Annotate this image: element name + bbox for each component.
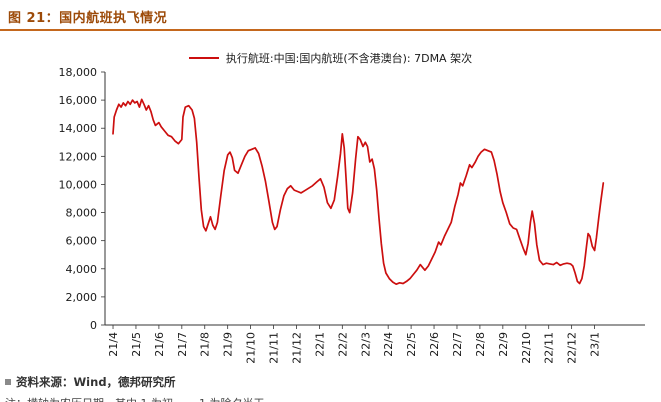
x-axis-label: 21/6 (153, 332, 166, 357)
x-axis-label: 21/9 (222, 332, 235, 357)
x-axis-label: 22/10 (520, 332, 533, 364)
y-axis-label: 6,000 (66, 235, 98, 248)
source-bullet-icon (5, 379, 11, 385)
x-axis-label: 22/3 (359, 332, 372, 357)
x-axis-label: 21/4 (107, 332, 120, 357)
x-axis-label: 22/4 (382, 332, 395, 357)
x-axis-label: 22/5 (405, 332, 418, 357)
x-axis-label: 22/7 (451, 332, 464, 357)
footnote: 注：横轴为农历日期，其中 1 为初一，-1 为除夕当天 (5, 395, 264, 402)
series-line (112, 98, 605, 286)
x-axis-label: 21/7 (176, 332, 189, 357)
flight-line-chart: 0 2,000 4,000 6,000 8,000 10,000 12,000 14,000 1… (59, 66, 645, 364)
y-axis-label: 0 (90, 319, 97, 332)
x-axis-label: 22/2 (336, 332, 349, 357)
y-axis-label: 12,000 (59, 150, 98, 163)
x-axis-label: 22/1 (313, 332, 326, 357)
x-axis-label: 22/12 (566, 332, 579, 364)
y-axis-label: 18,000 (59, 66, 98, 79)
source-text: 资料来源：Wind，德邦研究所 (16, 375, 176, 389)
x-axis-label: 21/11 (268, 332, 281, 364)
x-axis-label: 22/6 (428, 332, 441, 357)
y-axis-label: 8,000 (66, 207, 98, 220)
x-axis-label: 21/5 (130, 332, 143, 357)
y-axis-label: 10,000 (59, 178, 98, 191)
y-axis-label: 4,000 (66, 263, 98, 276)
figure-title: 图 21：国内航班执飞情况 (8, 11, 168, 26)
source-note: 资料来源：Wind，德邦研究所 (5, 374, 176, 390)
title-divider (0, 29, 661, 31)
x-axis-label: 21/8 (199, 332, 212, 357)
legend-label: 执行航班:中国:国内航班(不含港澳台): 7DMA 架次 (225, 52, 473, 65)
x-axis-label: 22/9 (497, 332, 510, 357)
x-axis-label: 22/11 (543, 332, 556, 364)
x-axis-label: 22/8 (474, 332, 487, 357)
y-axis-label: 16,000 (59, 94, 98, 107)
x-axis-label: 21/12 (290, 332, 303, 364)
y-axis-label: 2,000 (66, 291, 98, 304)
chart-legend: 执行航班:中国:国内航班(不含港澳台): 7DMA 架次 (0, 50, 661, 66)
x-axis-label: 21/10 (245, 332, 258, 364)
x-axis-label: 23/1 (589, 332, 602, 357)
y-axis-label: 14,000 (59, 122, 98, 135)
legend-line-swatch (188, 57, 219, 59)
